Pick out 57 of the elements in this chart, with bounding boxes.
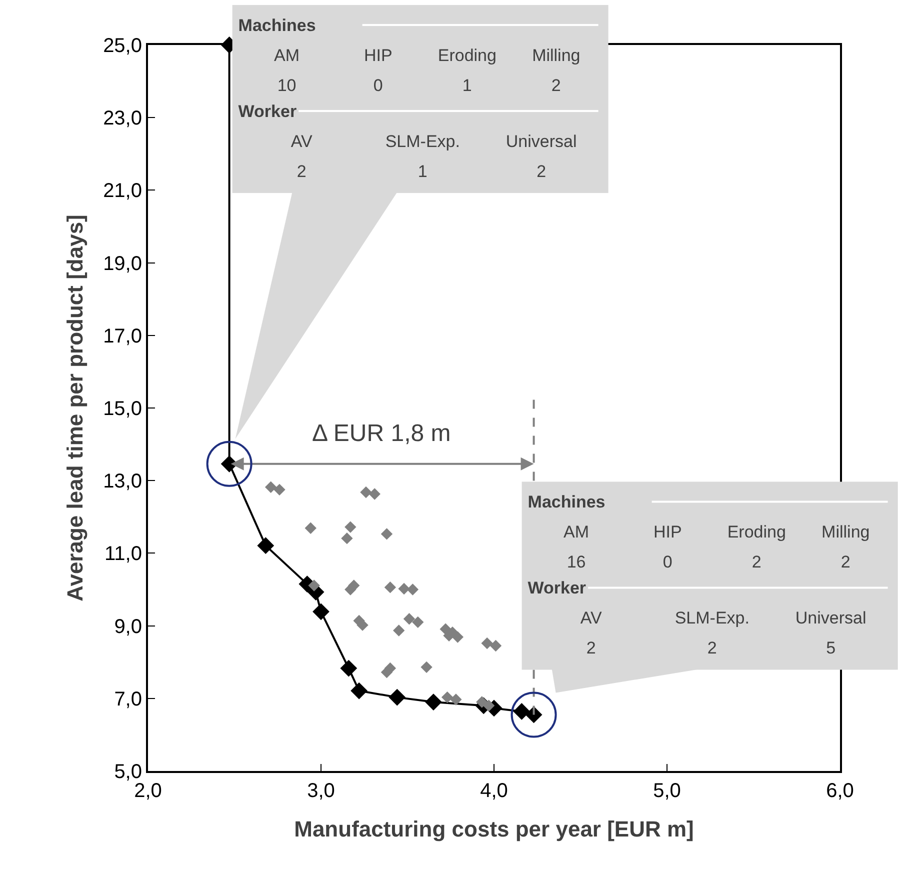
point (490, 640, 502, 652)
point (304, 522, 316, 534)
y-tick-label: 9,0 (114, 616, 142, 638)
y-tick-label: 13,0 (103, 470, 142, 493)
annotation: Δ EUR 1,8 m (312, 420, 451, 447)
text: AM HIP Eroding Milling (274, 46, 580, 65)
point (420, 661, 432, 674)
point (450, 694, 462, 706)
y-tick-label: 15,0 (103, 398, 142, 420)
point (452, 631, 464, 643)
y-tick-label: 11,0 (104, 543, 142, 566)
y-tick-label: 7,0 (114, 688, 142, 710)
y-tick-label: 21,0 (103, 180, 142, 202)
annotation: Machines (528, 492, 606, 512)
annotation: Worker (528, 578, 586, 598)
point (344, 521, 356, 533)
point (441, 691, 454, 704)
x-tick-label: 4,0 (480, 780, 508, 802)
text: AV SLM-Exp. Universal (290, 132, 577, 151)
y-tick-label: 23,0 (103, 108, 142, 130)
text: 10 0 1 2 (277, 76, 561, 95)
text: 2 1 2 (296, 162, 546, 181)
point (476, 696, 488, 708)
x-tick-label: 2,0 (134, 780, 162, 802)
y-tick-label: 17,0 (103, 325, 142, 348)
point (388, 688, 406, 706)
annotation: Worker (238, 102, 297, 121)
point (308, 580, 320, 592)
text: Machines (238, 16, 316, 35)
point (398, 582, 410, 595)
y-tick-label: 25,0 (103, 35, 142, 57)
point (481, 637, 493, 650)
point (341, 532, 353, 544)
x-tick-label: 5,0 (653, 780, 681, 802)
x-tick-label: 6,0 (826, 780, 854, 802)
y-tick-label: 5,0 (114, 761, 142, 783)
point (257, 537, 274, 554)
callout: Machines AM HIP Eroding Milling 16 0 2 2 Worker AV SLM-Exp. Universal 2 2 5 (522, 482, 898, 693)
point (350, 682, 368, 700)
point (393, 624, 405, 636)
point (368, 488, 380, 500)
point (340, 660, 358, 677)
point (264, 481, 277, 493)
point (412, 616, 424, 628)
point (380, 528, 393, 540)
y-axis-title: Average lead time per product [days] (62, 214, 88, 602)
point (513, 703, 530, 720)
point (384, 581, 396, 594)
point (425, 694, 442, 710)
point (312, 603, 330, 620)
point (274, 484, 286, 496)
y-tick-label: 19,0 (103, 252, 142, 275)
point (360, 486, 372, 498)
point (403, 613, 416, 625)
x-axis-title: Manufacturing costs per year [EUR m] (294, 816, 694, 842)
x-tick-label: 3,0 (307, 780, 335, 802)
point (406, 584, 419, 596)
